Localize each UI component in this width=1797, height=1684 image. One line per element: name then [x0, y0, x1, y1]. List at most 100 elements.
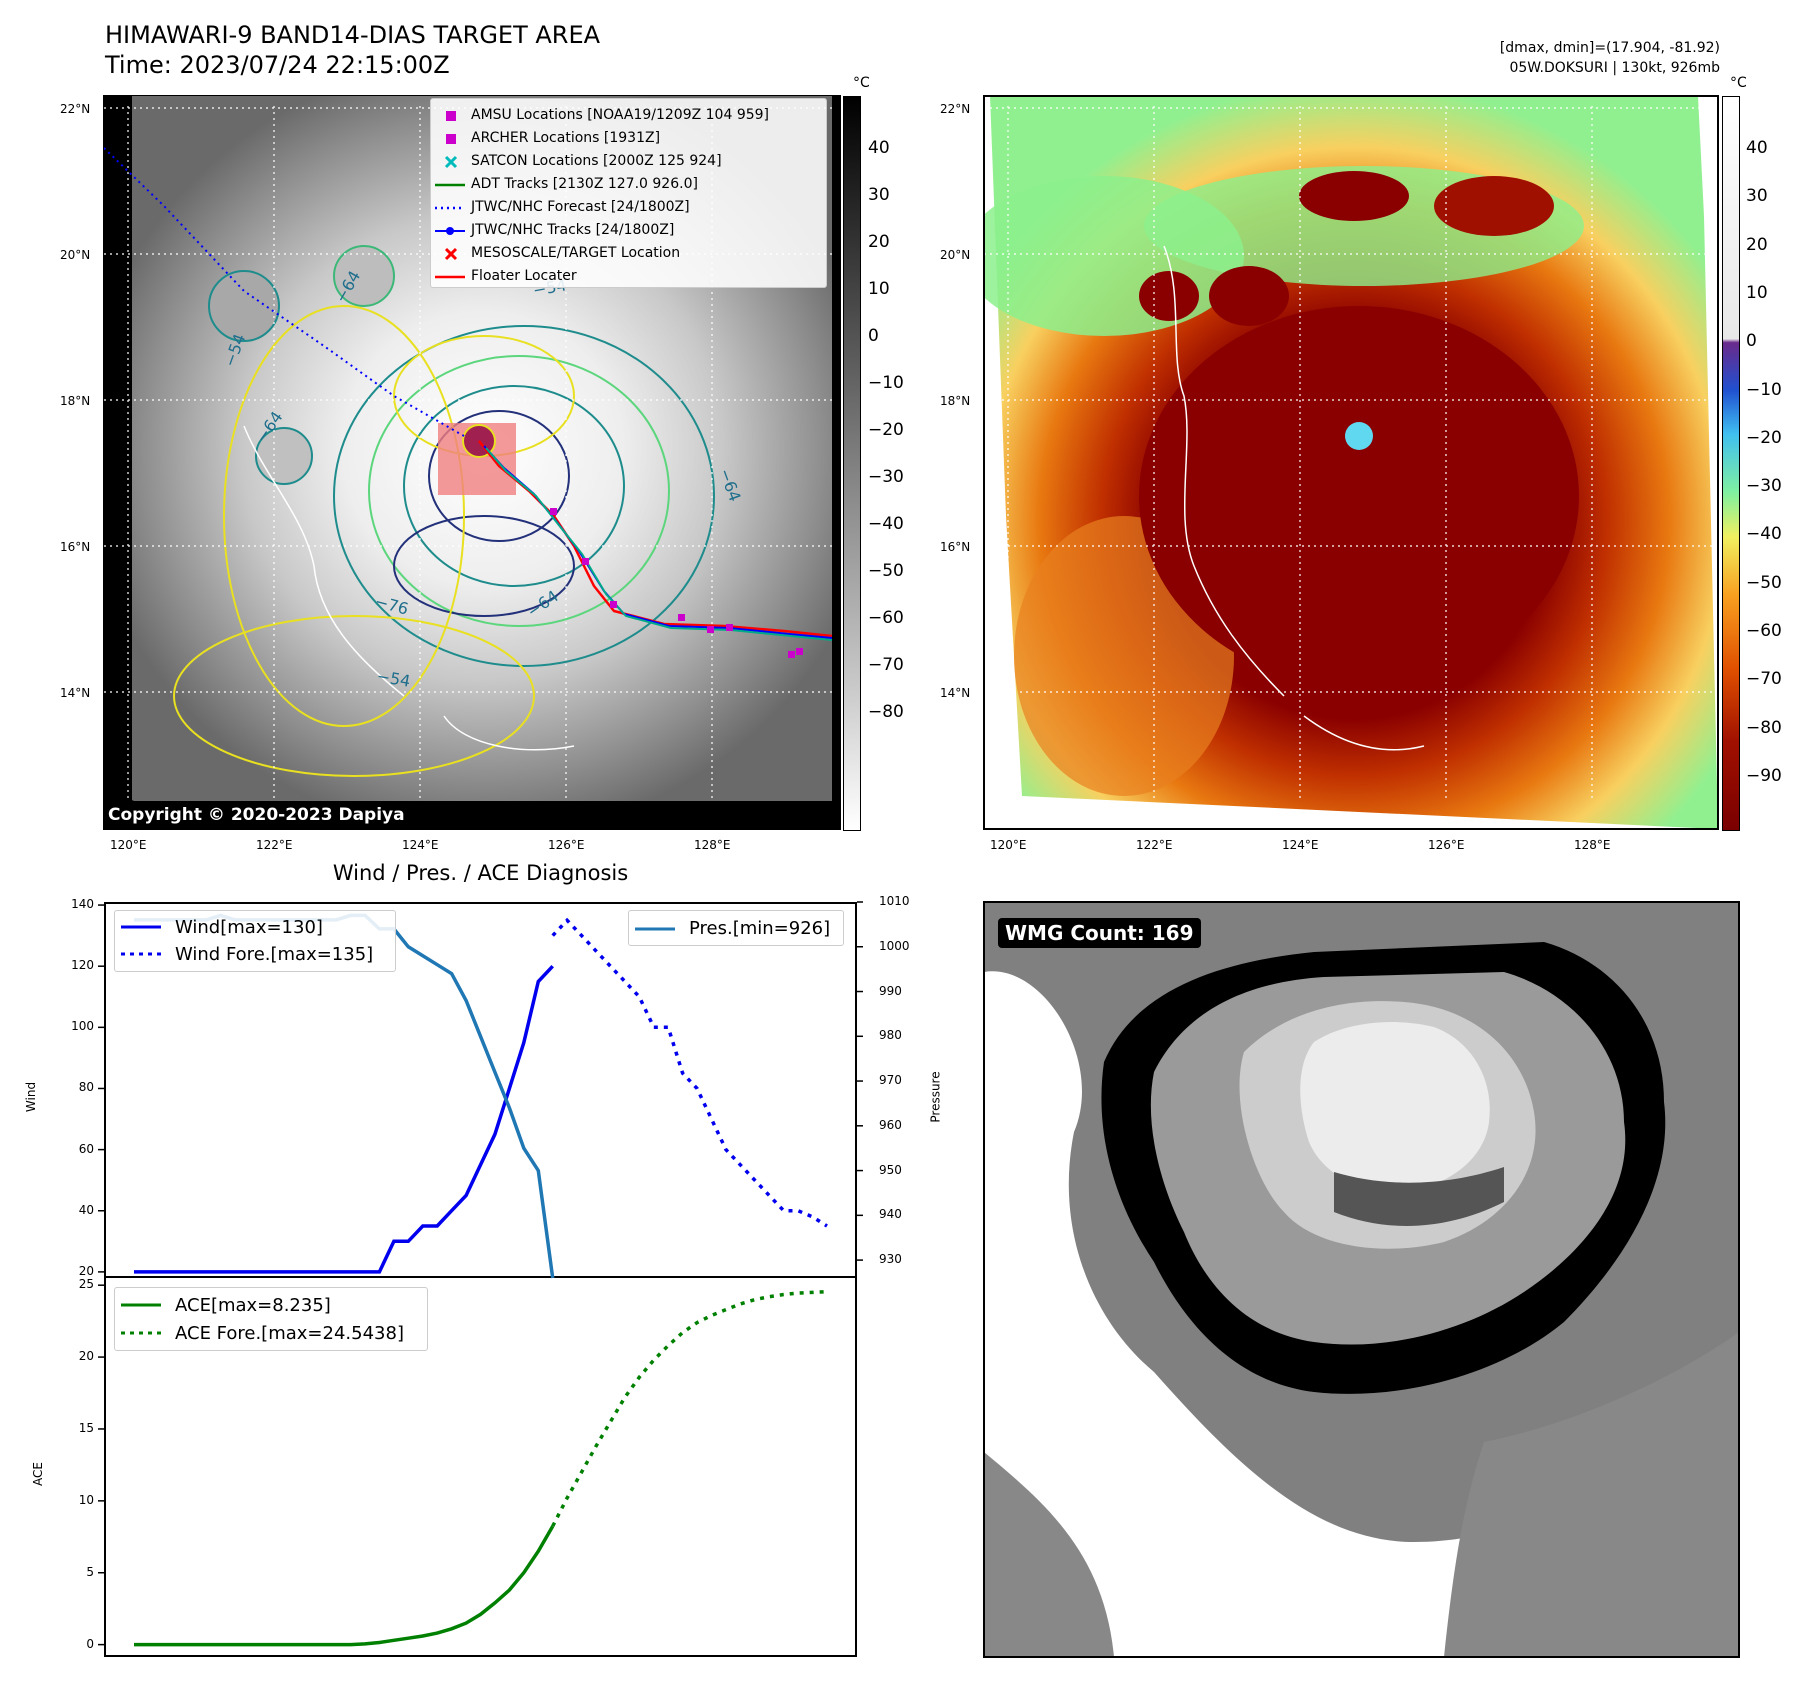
lat-label: 16°N [60, 540, 91, 554]
colorbar2 [1722, 96, 1740, 831]
jtwc-forecast-track [104, 147, 465, 437]
legend-entry: Floater Locater [471, 268, 577, 284]
wind-forecast-line [551, 917, 828, 1228]
axis-tick-label: 15 [78, 1420, 94, 1435]
colorbar-tick: −50 [868, 561, 904, 581]
axis-tick-label: 940 [879, 1207, 902, 1222]
lat-label: 22°N [940, 102, 971, 116]
lon-label: 128°E [1574, 838, 1611, 852]
legend-marker [444, 247, 458, 261]
diag-plot-area [98, 901, 863, 1647]
legend-entry: SATCON Locations [2000Z 125 924] [471, 153, 722, 169]
axis-tick-label: 25 [78, 1277, 94, 1292]
colorbar2-unit: °C [1730, 75, 1747, 91]
colorbar-tick: 20 [1746, 234, 1768, 255]
axis-tick-label: 120 [71, 958, 94, 973]
legend-entry: ADT Tracks [2130Z 127.0 926.0] [471, 176, 698, 192]
colorbar-tick: 10 [868, 279, 890, 299]
panel2-frame [983, 95, 1719, 830]
copyright-label: Copyright © 2020-2023 Dapiya [104, 801, 840, 829]
axis-tick-label: 80 [78, 1080, 94, 1095]
axis-tick-label: 970 [879, 1073, 902, 1088]
colorbar-tick: 30 [1746, 186, 1768, 207]
panel1-legend: AMSU Locations [NOAA19/1209Z 104 959] AR… [430, 98, 827, 288]
wind-line [134, 965, 554, 1274]
legend-entry: JTWC/NHC Tracks [24/1800Z] [471, 222, 675, 238]
axis-tick-label: 20 [78, 1349, 94, 1364]
ace-axes [104, 1276, 857, 1657]
colorbar-tick: −80 [1746, 717, 1782, 738]
legend-marker [446, 134, 456, 144]
axis-tick-label: 960 [879, 1117, 902, 1132]
panel4-frame [983, 901, 1740, 1658]
adt-track [485, 447, 833, 641]
panel2-header-line2: 05W.DOKSURI | 130kt, 926mb [1509, 60, 1720, 76]
colorbar-tick: −40 [868, 514, 904, 534]
axis-tick-label: 20 [78, 1263, 94, 1278]
axis-tick-label: 1010 [879, 894, 910, 908]
lat-label: 20°N [60, 248, 91, 262]
lon-label: 124°E [1282, 838, 1319, 852]
ace-forecast-line [551, 1289, 828, 1527]
colorbar-tick: −40 [1746, 524, 1782, 545]
lat-label: 14°N [940, 686, 971, 700]
colorbar-tick: −70 [1746, 669, 1782, 690]
panel1-title-line1: HIMAWARI-9 BAND14-DIAS TARGET AREA [105, 21, 601, 49]
colorbar-tick: 0 [868, 326, 879, 346]
colorbar-tick: 10 [1746, 282, 1768, 303]
colorbar1-unit: °C [853, 75, 870, 91]
axis-tick-label: 950 [879, 1162, 902, 1177]
colorbar-tick: 40 [868, 138, 890, 158]
pressure-axis-label: Pressure [928, 1071, 943, 1123]
ace-line [134, 1525, 555, 1647]
ace-legend: ACE[max=8.235] ACE Fore.[max=24.5438] [114, 1287, 428, 1351]
colorbar-tick: −90 [1746, 765, 1782, 786]
panel1-title-line2: Time: 2023/07/24 22:15:00Z [105, 51, 450, 79]
wmg-map: WMG Count: 169 [984, 902, 1739, 1657]
lon-label: 126°E [1428, 838, 1465, 852]
legend-entry: ARCHER Locations [1931Z] [471, 130, 661, 146]
lon-label: 122°E [256, 838, 293, 852]
legend-entry: JTWC/NHC Forecast [24/1800Z] [471, 199, 690, 215]
colorbar1 [843, 96, 861, 831]
axis-tick-label: 100 [71, 1019, 94, 1034]
diag-title: Wind / Pres. / ACE Diagnosis [332, 861, 629, 885]
legend-entry: ACE Fore.[max=24.5438] [175, 1323, 404, 1344]
colorbar-tick: −10 [868, 373, 904, 393]
legend-marker [435, 227, 465, 235]
axis-tick-label: 0 [86, 1636, 94, 1651]
axis-tick-label: 60 [78, 1141, 94, 1156]
lon-label: 124°E [402, 838, 439, 852]
colorbar-tick: −70 [868, 655, 904, 675]
colorbar-tick: −20 [1746, 427, 1782, 448]
axis-tick-label: 140 [71, 897, 94, 912]
lon-label: 126°E [548, 838, 585, 852]
colorbar-tick: −10 [1746, 379, 1782, 400]
legend-entry: Wind[max=130] [175, 917, 323, 938]
wind-axis-label: Wind [24, 1081, 39, 1113]
pressure-legend: Pres.[min=926] [628, 910, 844, 946]
lon-label: 120°E [990, 838, 1027, 852]
colorbar-tick: 30 [868, 185, 890, 205]
axis-tick-label: 930 [879, 1252, 902, 1267]
legend-marker [444, 155, 458, 169]
axis-tick-label: 10 [78, 1492, 94, 1507]
eye [1345, 422, 1373, 450]
ace-axis-label: ACE [30, 1462, 45, 1486]
axis-tick-label: 5 [86, 1564, 94, 1579]
colorbar-tick: 0 [1746, 331, 1757, 352]
colorbar-tick: −30 [1746, 476, 1782, 497]
axis-tick-label: 980 [879, 1028, 902, 1043]
colorbar-tick: 20 [868, 232, 890, 252]
lat-label: 18°N [940, 394, 971, 408]
lon-label: 122°E [1136, 838, 1173, 852]
wind-legend: Wind[max=130] Wind Fore.[max=135] [114, 910, 396, 972]
legend-marker [446, 111, 456, 121]
legend-entry: Pres.[min=926] [689, 918, 831, 939]
lat-label: 22°N [60, 102, 91, 116]
colorbar-tick: 40 [1746, 138, 1768, 158]
colorbar-tick: −80 [868, 702, 904, 722]
panel1-frame [103, 95, 841, 830]
lon-label: 120°E [110, 838, 147, 852]
legend-entry: AMSU Locations [NOAA19/1209Z 104 959] [471, 107, 770, 123]
